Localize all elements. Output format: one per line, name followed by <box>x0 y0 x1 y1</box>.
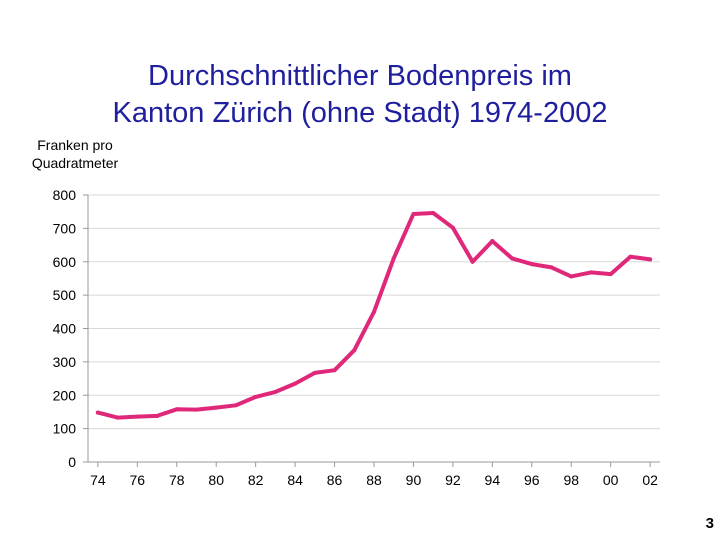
data-point-1990 <box>411 212 416 217</box>
data-point-1977 <box>155 413 160 418</box>
data-point-1997 <box>549 265 554 270</box>
x-tick-label-92: 92 <box>445 472 461 488</box>
data-point-1983 <box>273 389 278 394</box>
x-tick-label-80: 80 <box>208 472 224 488</box>
x-tick-label-96: 96 <box>524 472 540 488</box>
x-tick-label-76: 76 <box>130 472 146 488</box>
data-point-1992 <box>450 225 455 230</box>
y-tick-label-700: 700 <box>53 220 77 236</box>
x-tick-label-02: 02 <box>642 472 658 488</box>
data-point-1989 <box>391 256 396 261</box>
data-point-2001 <box>628 254 633 259</box>
x-tick-label-82: 82 <box>248 472 264 488</box>
data-point-1987 <box>352 348 357 353</box>
data-point-1975 <box>115 415 120 420</box>
data-point-1982 <box>253 394 258 399</box>
x-tick-label-86: 86 <box>327 472 343 488</box>
series-line <box>95 211 653 420</box>
data-point-1979 <box>194 407 199 412</box>
data-point-1985 <box>312 370 317 375</box>
chart-title-line-2: Kanton Zürich (ohne Stadt) 1974-2002 <box>112 97 608 129</box>
data-point-1984 <box>293 381 298 386</box>
axes <box>83 194 660 467</box>
gridlines <box>88 194 660 430</box>
data-point-1974 <box>95 410 100 415</box>
y-tick-labels: 0 100 200 300 400 500 600 700 800 <box>53 187 77 470</box>
data-point-1986 <box>332 368 337 373</box>
data-point-1991 <box>431 211 436 216</box>
x-tick-label-84: 84 <box>287 472 303 488</box>
page-number: 3 <box>705 515 714 532</box>
data-point-1976 <box>135 414 140 419</box>
y-tick-label-200: 200 <box>53 387 77 403</box>
data-point-1981 <box>233 403 238 408</box>
data-point-1994 <box>490 239 495 244</box>
y-axis-label: Franken pro Quadratmeter <box>0 136 150 172</box>
data-point-1999 <box>588 270 593 275</box>
x-tick-label-78: 78 <box>169 472 185 488</box>
y-tick-label-800: 800 <box>53 187 77 203</box>
data-point-1993 <box>470 259 475 264</box>
y-tick-label-600: 600 <box>53 254 77 270</box>
chart-title-line-1: Durchschnittlicher Bodenpreis im <box>148 60 572 92</box>
y-tick-label-400: 400 <box>53 321 77 337</box>
data-point-1988 <box>372 309 376 314</box>
data-point-1998 <box>569 274 574 279</box>
y-axis-label-line-2: Quadratmeter <box>31 155 119 171</box>
x-tick-label-74: 74 <box>90 472 106 488</box>
y-axis-label-line-1: Franken pro <box>37 137 113 153</box>
x-tick-label-90: 90 <box>406 472 422 488</box>
series-land-price <box>95 211 653 420</box>
data-point-1996 <box>529 262 534 267</box>
x-tick-label-00: 00 <box>603 472 619 488</box>
x-tick-label-98: 98 <box>563 472 579 488</box>
data-point-2002 <box>648 257 653 262</box>
y-tick-label-500: 500 <box>53 287 77 303</box>
x-tick-labels: 74 76 78 80 82 84 86 88 90 92 94 96 98 00 02 <box>90 472 658 488</box>
x-tick-label-88: 88 <box>366 472 382 488</box>
y-tick-label-0: 0 <box>68 454 76 470</box>
data-point-1995 <box>510 256 515 261</box>
y-tick-label-300: 300 <box>53 354 77 370</box>
data-point-2000 <box>608 272 613 277</box>
data-point-1980 <box>214 405 219 410</box>
chart-title: Durchschnittlicher Bodenpreis im Kanton … <box>0 58 720 132</box>
data-point-1978 <box>174 407 179 412</box>
y-tick-label-100: 100 <box>53 421 77 437</box>
x-tick-label-94: 94 <box>485 472 501 488</box>
